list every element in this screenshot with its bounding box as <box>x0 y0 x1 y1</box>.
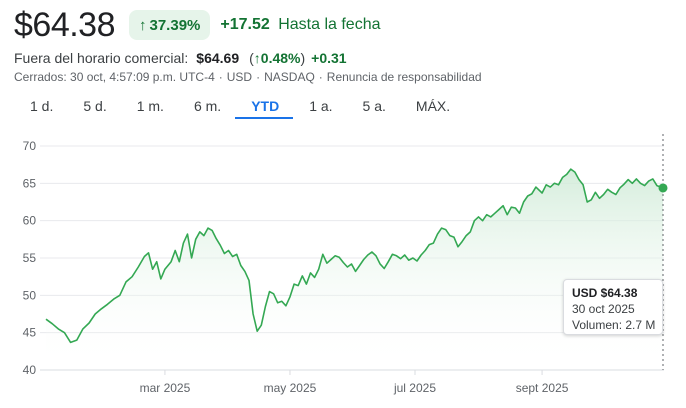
range-tab[interactable]: 6 m. <box>193 98 222 114</box>
after-hours-paren-open: ( <box>249 50 254 66</box>
last-price-point <box>658 183 668 193</box>
meta-separator: · <box>256 70 261 84</box>
exchange: NASDAQ <box>264 70 315 84</box>
range-tab[interactable]: 1 a. <box>309 98 333 114</box>
y-tick-label: 70 <box>23 139 37 153</box>
y-tick-label: 50 <box>23 288 37 302</box>
change-absolute: +17.52 <box>220 16 270 33</box>
after-hours-price: $64.69 <box>196 50 240 66</box>
price-header: $64.38 ↑ 37.39% +17.52 Hasta la fecha <box>14 4 381 46</box>
arrow-up-icon: ↑ <box>253 50 261 66</box>
change-percent: 37.39% <box>149 16 201 34</box>
range-tab[interactable]: MÁX. <box>415 98 451 114</box>
x-axis-ticks: mar 2025 may 2025 jul 2025 sept 2025 <box>140 370 569 395</box>
x-tick-label: jul 2025 <box>393 381 436 395</box>
price-chart[interactable]: 40 45 50 55 60 65 70 mar 2025 may 2025 jul 2025 s… <box>0 130 686 408</box>
closed-time: Cerrados: 30 oct, 4:57:09 p.m. UTC-4 <box>14 70 215 84</box>
after-hours-paren-close: ) <box>300 50 306 66</box>
market-meta: Cerrados: 30 oct, 4:57:09 p.m. UTC-4 · USD… <box>14 70 482 84</box>
range-tab[interactable]: 1 d. <box>30 98 54 114</box>
y-tick-label: 65 <box>23 176 37 190</box>
tooltip-volume: Volumen: 2.7 M <box>572 318 656 332</box>
range-tabs: 1 d. 5 d. 1 m. 6 m. YTD 1 a. 5 a. MÁX. <box>14 97 464 119</box>
x-tick-label: may 2025 <box>264 381 317 395</box>
after-hours-percent-value: 0.48% <box>260 50 301 66</box>
currency: USD <box>226 70 253 84</box>
y-tick-label: 40 <box>23 363 37 377</box>
y-axis-ticks: 40 45 50 55 60 65 70 <box>23 139 37 377</box>
after-hours-percent: (↑0.48%) <box>249 50 305 66</box>
x-tick-label: sept 2025 <box>516 381 569 395</box>
range-tab[interactable]: 5 a. <box>362 98 386 114</box>
change-period: Hasta la fecha <box>278 16 381 33</box>
change-percent-badge: ↑ 37.39% <box>129 10 211 40</box>
meta-separator: · <box>218 70 223 84</box>
after-hours-change: +0.31 <box>311 50 347 66</box>
y-tick-label: 60 <box>23 214 37 228</box>
y-tick-label: 55 <box>23 251 37 265</box>
meta-separator: · <box>318 70 323 84</box>
tooltip-price: USD $64.38 <box>572 286 638 300</box>
after-hours-row: Fuera del horario comercial: $64.69 (↑0.… <box>14 50 347 66</box>
after-hours-label: Fuera del horario comercial: <box>14 50 189 66</box>
price-line <box>45 168 664 344</box>
change-summary: +17.52 Hasta la fecha <box>220 16 380 34</box>
range-tab[interactable]: 1 m. <box>136 98 164 114</box>
y-tick-label: 45 <box>23 326 37 340</box>
disclaimer-link[interactable]: Renuncia de responsabilidad <box>326 70 482 84</box>
x-tick-label: mar 2025 <box>140 381 191 395</box>
arrow-up-icon: ↑ <box>139 16 147 34</box>
range-tab[interactable]: 5 d. <box>83 98 107 114</box>
current-price: $64.38 <box>14 6 116 44</box>
price-tooltip: USD $64.38 30 oct 2025 Volumen: 2.7 M <box>563 279 663 335</box>
tooltip-date: 30 oct 2025 <box>572 302 635 316</box>
range-tab[interactable]: YTD <box>235 97 294 119</box>
